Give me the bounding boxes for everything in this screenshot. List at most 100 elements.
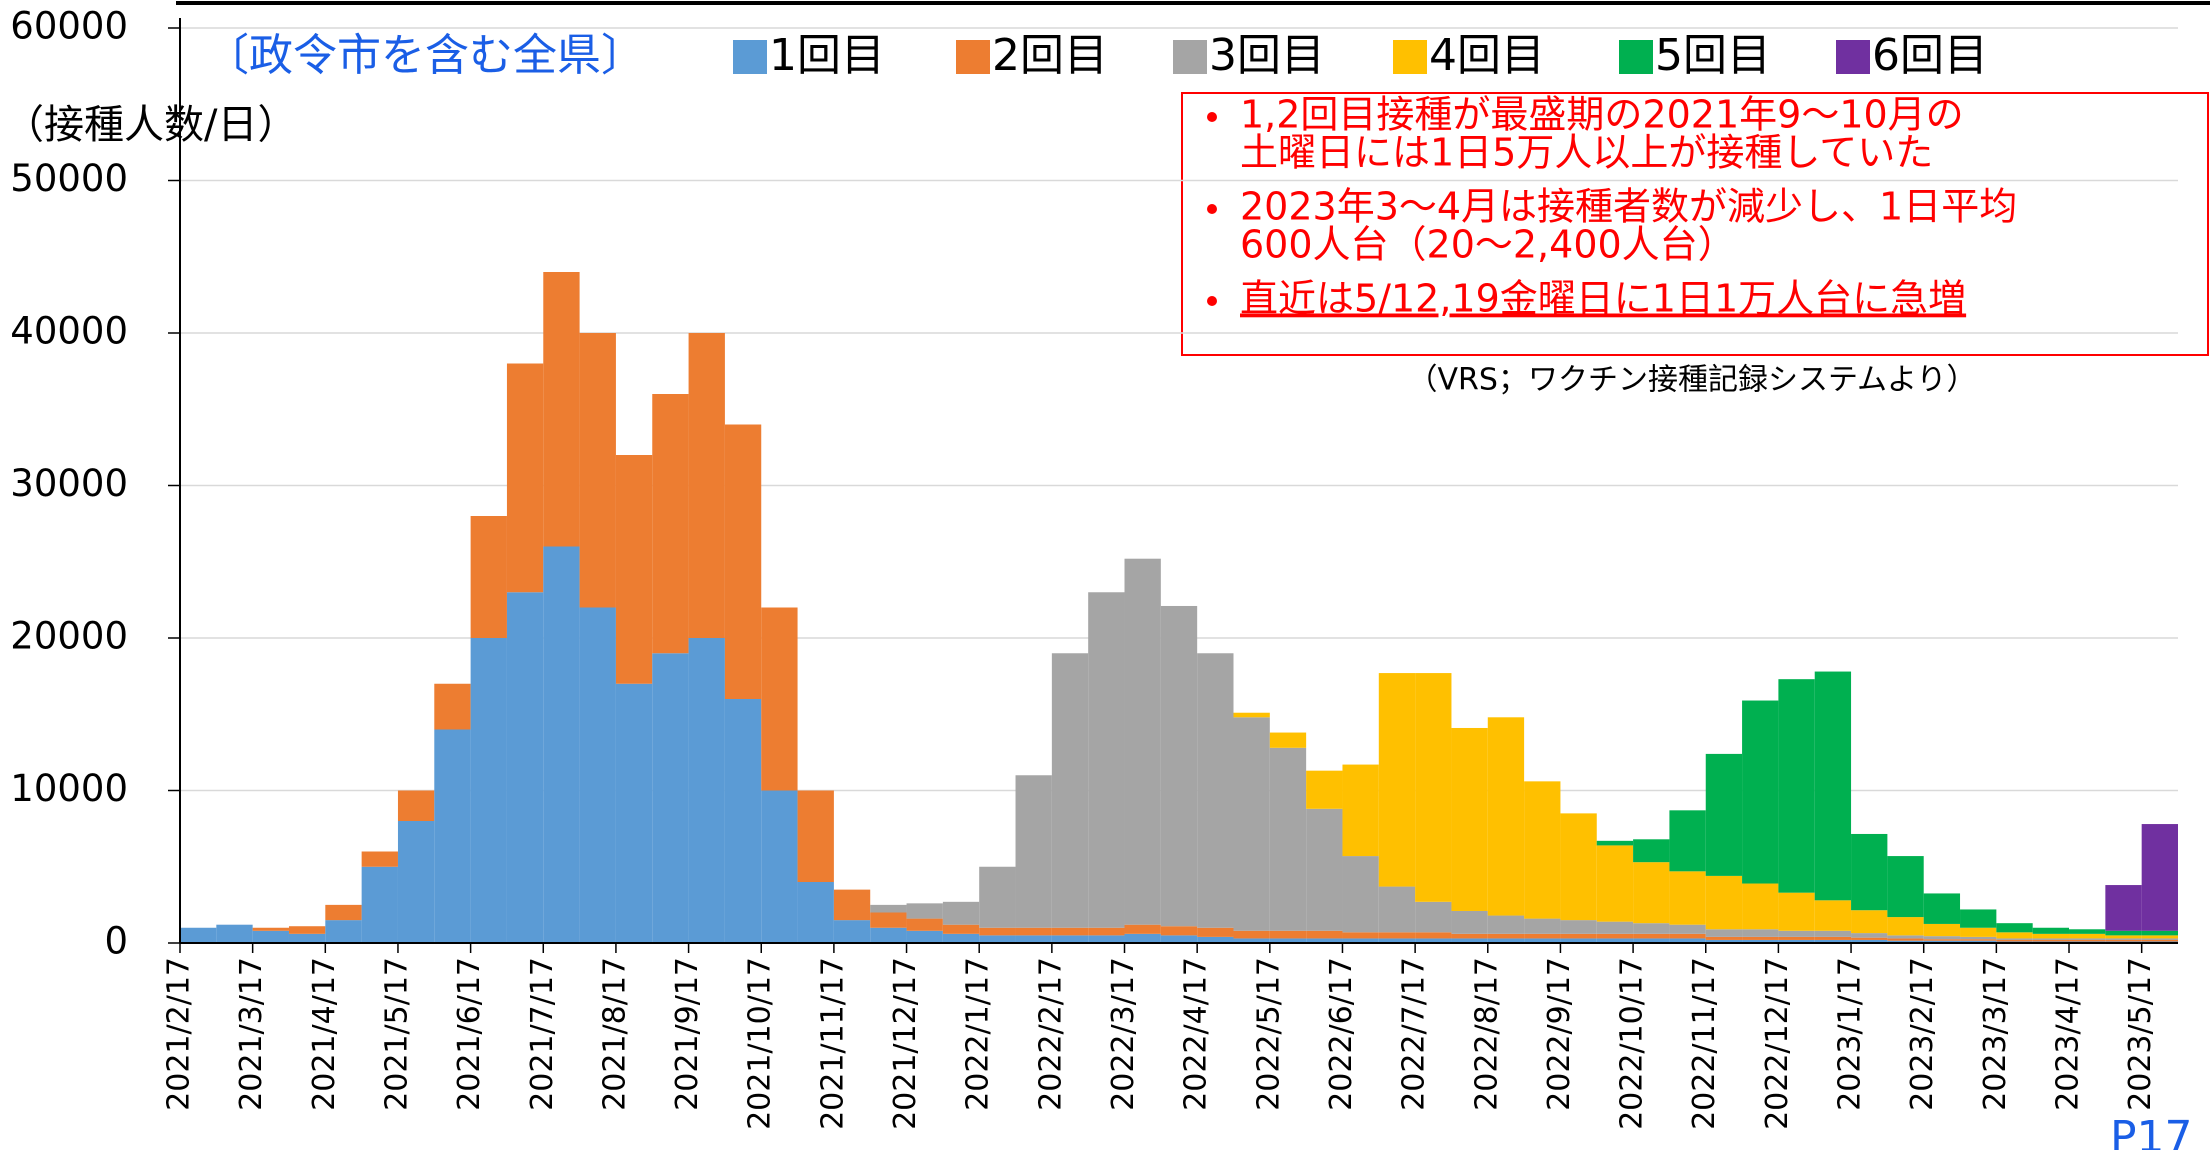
bar-segment: [1451, 727, 1488, 911]
x-tick-label: 2021/2/17: [162, 957, 197, 1111]
bar-segment: [1705, 753, 1743, 876]
bar-segment: [1851, 833, 1888, 911]
bar-segment: [1778, 936, 1815, 940]
bar-segment: [615, 455, 653, 684]
bar-segment: [1960, 909, 1997, 928]
bar-segment: [1306, 770, 1343, 809]
bar-segment: [1669, 871, 1706, 925]
bar-segment: [979, 935, 1016, 943]
bar-segment: [1596, 933, 1634, 939]
x-tick-label: 2021/9/17: [670, 957, 705, 1111]
bar-segment: [2032, 933, 2070, 939]
bar-segment: [1451, 910, 1488, 934]
bar-segment: [1233, 938, 1270, 943]
bar-segment: [870, 912, 907, 928]
legend: 1回目 2回目 3回目 4回目 5回目 6回目: [733, 30, 1988, 81]
x-tick-label: 2022/5/17: [1251, 957, 1286, 1111]
legend-label: 3回目: [1209, 30, 1325, 81]
bar-segment: [2141, 824, 2178, 931]
bar-segment: [1560, 813, 1597, 921]
bar-segment: [2032, 939, 2070, 942]
bar-segment: [2105, 935, 2142, 939]
bar-segment: [1633, 839, 1670, 863]
bar-segment: [906, 918, 943, 931]
bar-segment: [1960, 939, 1997, 941]
bar-segment: [1524, 938, 1561, 943]
bar-segment: [1269, 938, 1307, 943]
bar-segment: [1487, 938, 1525, 943]
bar-segment: [1633, 933, 1670, 939]
bar-segment: [2069, 938, 2106, 940]
x-tick-label: 2023/4/17: [2051, 957, 2086, 1111]
bar-segment: [1814, 936, 1852, 940]
bar-segment: [1814, 930, 1852, 937]
x-tick-label: 2021/3/17: [234, 957, 269, 1111]
bar-segment: [1415, 673, 1452, 902]
x-tick-label: 2022/8/17: [1469, 957, 1504, 1111]
note-bullet: [1207, 296, 1217, 306]
bar-segment: [1451, 933, 1488, 939]
bar-segment: [2032, 927, 2070, 934]
bar-segment: [1996, 939, 2033, 942]
y-tick-label: 10000: [10, 767, 128, 810]
x-tick-label: 2022/4/17: [1179, 957, 1214, 1111]
bar-segment: [325, 920, 362, 943]
bar-segment: [1524, 933, 1561, 939]
page-number: P17: [2110, 1112, 2193, 1150]
bar-segment: [506, 592, 544, 943]
legend-swatch: [956, 40, 990, 74]
bar-segment: [1233, 930, 1270, 939]
bar-segment: [2141, 930, 2178, 936]
x-tick-label: 2021/12/17: [888, 957, 923, 1130]
x-tick-label: 2021/7/17: [525, 957, 560, 1111]
bar-segment: [1633, 938, 1670, 943]
bar-segment: [252, 927, 289, 931]
bar-segment: [1524, 918, 1561, 934]
bar-segment: [1524, 781, 1561, 919]
y-tick-label: 20000: [10, 615, 128, 658]
bar-segment: [1088, 935, 1125, 943]
bar-segment: [1124, 558, 1161, 925]
bar-segment: [2032, 938, 2070, 940]
bar-segment: [1887, 935, 1924, 939]
note-line: 600人台（20～2,400人台）: [1240, 223, 1736, 267]
bar-segment: [1633, 862, 1670, 924]
x-tick-label: 2022/9/17: [1542, 957, 1577, 1111]
bar-segment: [1778, 930, 1815, 937]
bar-segment: [1960, 936, 1997, 940]
bar-segment: [870, 904, 907, 913]
x-tick-label: 2022/6/17: [1324, 957, 1359, 1111]
bar-segment: [2105, 885, 2142, 931]
bar-segment: [1378, 886, 1416, 933]
bar-segment: [2069, 933, 2106, 939]
bar-segment: [543, 546, 580, 943]
bar-segment: [1996, 923, 2033, 933]
bar-segment: [1742, 883, 1779, 930]
bar-segment: [1487, 717, 1525, 916]
bar-segment: [1487, 933, 1525, 939]
bar-segment: [1415, 932, 1452, 939]
bar-segment: [252, 930, 289, 943]
bar-segment: [1051, 653, 1089, 928]
y-tick-label: 50000: [10, 157, 128, 200]
bar-segment: [1887, 938, 1924, 941]
bar-segment: [1596, 845, 1634, 922]
bar-segment: [1923, 940, 1961, 943]
bar-segment: [361, 851, 398, 867]
bar-segment: [761, 790, 798, 943]
bar-segment: [543, 272, 580, 547]
bar-segment: [797, 882, 834, 943]
bar-segment: [1378, 938, 1416, 943]
bar-segment: [1742, 929, 1779, 937]
legend-label: 2回目: [992, 30, 1108, 81]
bar-segment: [216, 924, 253, 943]
bar-segment: [2069, 939, 2106, 942]
bar-segment: [652, 394, 689, 654]
bar-segment: [1633, 923, 1670, 934]
x-tick-label: 2021/8/17: [597, 957, 632, 1111]
note-line: 2023年3～4月は接種者数が減少し、1日平均: [1240, 185, 2017, 229]
bar-segment: [1269, 747, 1307, 931]
x-tick-label: 2022/3/17: [1106, 957, 1141, 1111]
bar-segment: [1088, 927, 1125, 936]
